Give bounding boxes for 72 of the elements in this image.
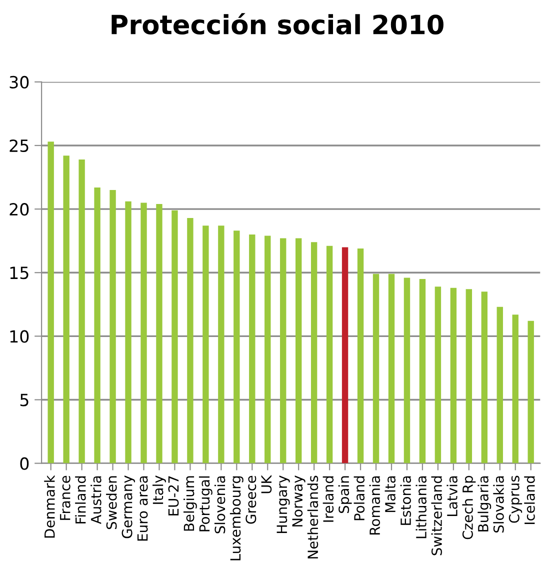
- bar: [48, 142, 54, 464]
- bar: [202, 226, 209, 464]
- y-tick-label: 10: [10, 330, 29, 343]
- bar: [234, 230, 240, 464]
- x-tick-label: Netherlands: [307, 476, 318, 558]
- bar: [512, 314, 518, 464]
- x-tick-label: Greece: [246, 476, 256, 524]
- x-tick-label: Euro area: [137, 476, 148, 541]
- x-tick-label: Latvia: [446, 476, 458, 516]
- bar: [450, 288, 457, 464]
- x-tick-label: UK: [261, 474, 272, 494]
- x-tick-label: Portugal: [198, 476, 212, 532]
- bar: [63, 156, 70, 464]
- bar: [280, 238, 286, 464]
- x-tick-label: Luxembourg: [230, 476, 244, 560]
- bar: [528, 320, 534, 464]
- bar: [156, 204, 162, 464]
- bar: [357, 248, 364, 464]
- x-tick-label: Denmark: [44, 475, 55, 538]
- bar: [94, 187, 100, 464]
- x-tick-label: Lithuania: [416, 476, 426, 538]
- bar: [172, 210, 178, 464]
- x-tick-label: Czech Rp: [462, 476, 476, 540]
- bar: [110, 190, 116, 464]
- bar: [310, 242, 318, 464]
- x-tick-label: Switzerland: [431, 476, 442, 556]
- bar: [140, 202, 147, 464]
- x-tick-label: Slovakia: [493, 476, 504, 533]
- y-tick-label: 15: [10, 266, 28, 280]
- bar: [295, 238, 302, 464]
- x-tick-label: Austria: [90, 476, 102, 524]
- y-tick-label: 25: [10, 139, 28, 152]
- bar: [419, 278, 426, 464]
- bar: [388, 274, 395, 464]
- bar: [342, 247, 348, 464]
- y-tick-label: 0: [20, 457, 29, 470]
- bar: [187, 218, 194, 464]
- x-tick-label: Slovenia: [214, 476, 226, 534]
- x-tick-label: EU-27: [168, 476, 179, 516]
- bar: [264, 236, 271, 464]
- y-tick-label: 30: [10, 76, 29, 88]
- x-tick-label: Romania: [369, 476, 380, 534]
- x-tick-label: France: [60, 476, 70, 520]
- bar: [125, 201, 132, 464]
- x-tick-label: Finland: [75, 476, 86, 524]
- bar: [496, 306, 503, 464]
- x-tick-label: Spain: [338, 476, 352, 513]
- x-tick-label: Sweden: [106, 476, 117, 530]
- x-tick-label: Italy: [152, 476, 166, 504]
- bar: [78, 159, 85, 464]
- bar: [326, 246, 333, 464]
- x-tick-label: Estonia: [400, 476, 412, 525]
- bar: [372, 274, 380, 464]
- x-tick-label: Ireland: [322, 476, 334, 522]
- chart-title: Protección social 2010: [112, 13, 444, 35]
- y-tick-label: 20: [10, 203, 29, 216]
- x-tick-label: Hungary: [276, 476, 290, 534]
- x-tick-label: Malta: [384, 476, 396, 512]
- bar: [404, 278, 410, 464]
- x-tick-label: Iceland: [524, 476, 535, 524]
- bar: [466, 289, 472, 464]
- x-tick-label: Poland: [354, 476, 365, 520]
- y-tick-label: 5: [20, 394, 28, 406]
- bar: [218, 226, 224, 464]
- bar: [481, 292, 488, 464]
- x-tick-label: Bulgaria: [478, 476, 492, 532]
- x-tick-label: Germany: [122, 476, 135, 538]
- x-tick-label: Belgium: [183, 476, 197, 531]
- bar: [249, 234, 256, 464]
- bar: [434, 286, 442, 464]
- x-tick-label: Norway: [292, 476, 306, 526]
- x-tick-label: Cyprus: [508, 476, 522, 523]
